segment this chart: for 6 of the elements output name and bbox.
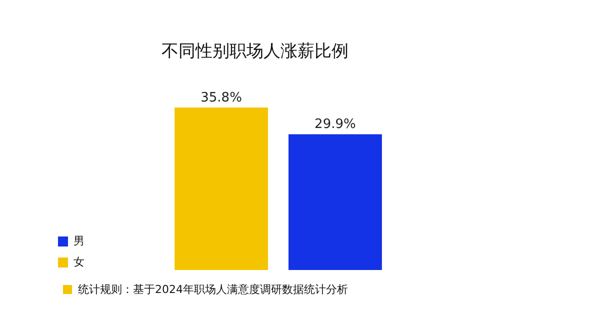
chart-title: 不同性别职场人涨薪比例 bbox=[162, 42, 348, 62]
text: 统计规则：基于2024年职场人满意度调研数据统计分析 bbox=[78, 282, 348, 297]
data-label: 35.8% bbox=[200, 90, 242, 106]
data-label: 29.9% bbox=[314, 117, 356, 132]
legend-label: 女 bbox=[74, 255, 84, 268]
legend-label: 男 bbox=[74, 234, 84, 248]
